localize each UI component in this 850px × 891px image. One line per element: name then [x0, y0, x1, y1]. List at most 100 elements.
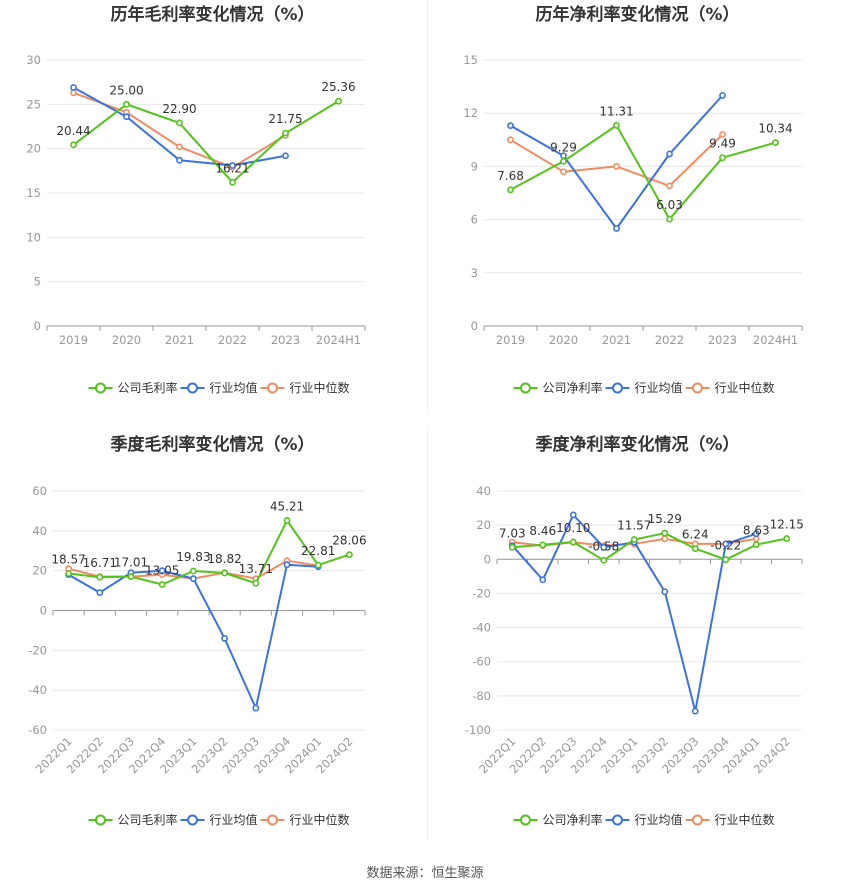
- legend-label: 行业中位数: [715, 812, 775, 827]
- data-label: 6.24: [682, 528, 709, 542]
- data-source-note: 数据来源：恒生聚源: [366, 865, 484, 880]
- data-point-company: [229, 178, 236, 186]
- data-point-industry_median: [666, 182, 673, 190]
- x-tick-label: 2022: [655, 333, 684, 347]
- series-line-company: [512, 532, 787, 562]
- data-point-industry_avg: [96, 589, 104, 596]
- data-point-industry_median: [507, 136, 514, 144]
- data-point-company: [96, 573, 104, 581]
- data-point-company: [783, 535, 791, 542]
- data-point-industry_median: [560, 168, 567, 176]
- data-label: 21.75: [268, 112, 302, 126]
- y-tick-label: -100: [465, 723, 491, 737]
- legend-marker: [692, 814, 703, 826]
- series-line-industry_median: [509, 133, 724, 187]
- x-tick-label: 2023: [708, 333, 737, 347]
- series-line-industry_avg: [68, 563, 319, 710]
- data-label: 11.31: [599, 104, 633, 118]
- data-point-company: [127, 573, 135, 581]
- data-label: 6.03: [656, 198, 683, 212]
- x-tick-label: 2022: [218, 333, 247, 347]
- data-point-company: [283, 517, 291, 524]
- x-tick-label: 2020: [549, 333, 578, 347]
- data-point-company: [123, 100, 130, 108]
- data-label: 13.71: [239, 562, 273, 576]
- data-label: 13.05: [145, 564, 179, 578]
- y-tick-label: 3: [471, 266, 478, 280]
- legend-item-industry_avg: 行业均值: [605, 812, 683, 827]
- data-label: 11.57: [617, 519, 651, 533]
- chart-title: 历年毛利率变化情况（%）: [110, 4, 314, 25]
- data-point-industry_avg: [666, 150, 673, 158]
- y-tick-label: 15: [463, 53, 478, 67]
- data-point-company: [176, 119, 183, 127]
- legend-item-industry_median: 行业中位数: [260, 812, 350, 827]
- data-label: 22.90: [162, 102, 196, 116]
- series-line-company: [68, 519, 350, 586]
- data-label: 10.34: [758, 122, 792, 136]
- y-tick-label: 0: [34, 319, 41, 333]
- data-point-industry_avg: [661, 588, 669, 596]
- data-point-company: [630, 536, 638, 543]
- data-point-company: [613, 122, 620, 129]
- chart-svg: 历年净利率变化情况（%） 0 3 6 9 12 15 2019 2020 2021 2022 2023…: [463, 4, 803, 395]
- data-point-company: [65, 570, 72, 577]
- data-point-company: [508, 543, 516, 551]
- data-label: 45.21: [270, 499, 304, 513]
- data-point-company: [221, 569, 228, 577]
- legend-label: 行业中位数: [290, 812, 350, 827]
- data-point-industry_avg: [229, 162, 236, 169]
- y-tick-label: 40: [32, 524, 47, 538]
- data-point-company: [666, 215, 673, 223]
- data-point-company: [560, 157, 567, 165]
- y-tick-label: 20: [26, 142, 41, 156]
- data-label: 19.83: [176, 550, 210, 564]
- y-tick-label: 60: [32, 484, 47, 498]
- data-point-industry_avg: [70, 84, 77, 91]
- data-point-company: [600, 556, 608, 564]
- data-point-company: [719, 154, 726, 162]
- y-tick-label: -60: [472, 655, 491, 669]
- y-tick-label: 0: [471, 319, 478, 333]
- data-point-company: [507, 186, 514, 194]
- data-point-industry_avg: [123, 113, 130, 121]
- legend-marker: [692, 382, 703, 394]
- data-point-industry_avg: [158, 567, 166, 575]
- data-label: -0.22: [710, 539, 741, 553]
- data-point-company: [722, 556, 730, 564]
- data-point-company: [335, 97, 342, 105]
- data-label: 28.06: [332, 534, 366, 548]
- data-point-company: [691, 545, 699, 553]
- legend-item-company: 公司毛利率: [88, 380, 178, 395]
- data-label: 7.03: [499, 526, 526, 540]
- chart-title: 季度毛利率变化情况（%）: [110, 434, 314, 455]
- legend-label: 行业中位数: [715, 380, 775, 395]
- legend-label: 公司毛利率: [118, 380, 178, 395]
- y-tick-label: -40: [28, 683, 47, 697]
- data-point-company: [314, 561, 322, 569]
- data-label: 20.44: [56, 124, 90, 138]
- data-label: 17.01: [114, 556, 148, 570]
- legend-label: 行业均值: [210, 380, 258, 395]
- x-tick-label: 2020: [112, 333, 141, 347]
- data-point-industry_avg: [691, 707, 699, 715]
- data-label: 7.68: [497, 169, 524, 183]
- y-tick-label: -20: [28, 643, 47, 657]
- data-point-industry_avg: [600, 543, 608, 551]
- y-tick-label: 25: [26, 97, 41, 111]
- legend-label: 行业均值: [210, 812, 258, 827]
- data-point-industry_avg: [613, 225, 620, 232]
- y-tick-label: 0: [40, 604, 47, 618]
- data-label: 25.36: [321, 80, 355, 94]
- legend-marker: [612, 382, 623, 394]
- data-label: 22.81: [301, 544, 335, 558]
- legend-marker: [95, 382, 106, 394]
- legend-item-industry_avg: 行业均值: [605, 380, 683, 395]
- data-label: 9.29: [550, 140, 577, 154]
- data-label: 16.71: [83, 556, 117, 570]
- data-point-company: [252, 579, 260, 587]
- legend-marker: [612, 814, 623, 826]
- data-label: -0.58: [588, 539, 619, 553]
- legend-label: 公司毛利率: [118, 812, 178, 827]
- x-tick-label: 2023: [271, 333, 300, 347]
